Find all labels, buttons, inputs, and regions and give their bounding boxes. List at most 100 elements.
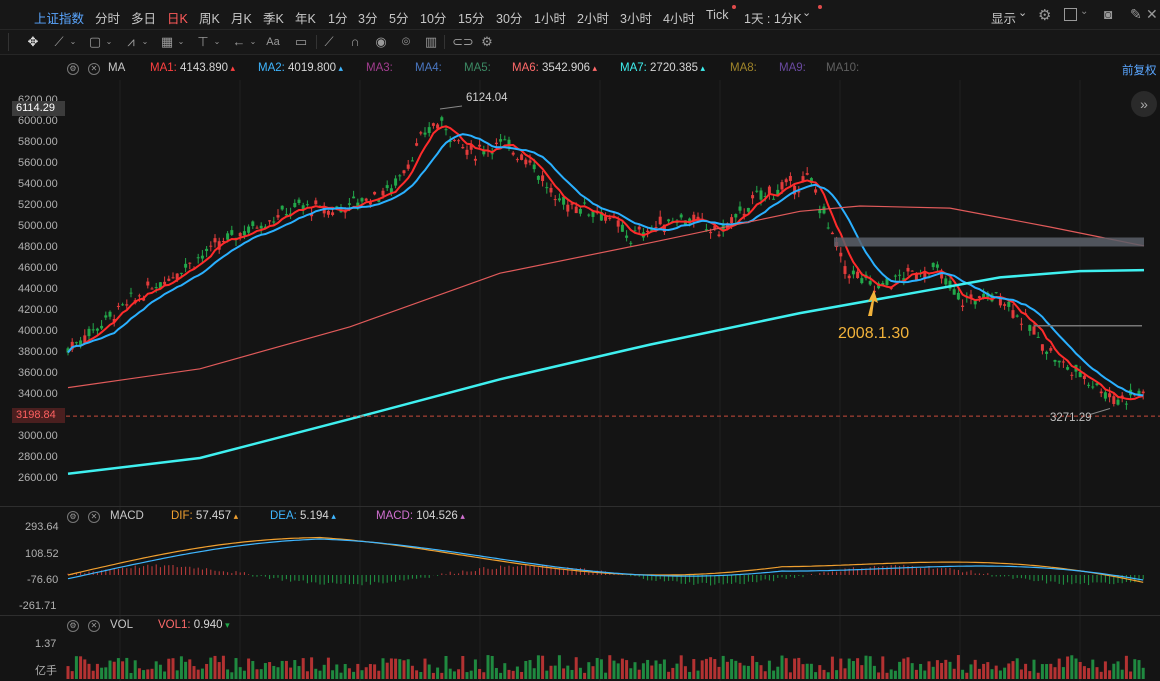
volume-bar: [671, 667, 675, 679]
vol-close-icon[interactable]: ✕: [88, 620, 100, 632]
volume-bar: [679, 655, 683, 679]
volume-bar: [158, 664, 162, 679]
up-candle: [717, 234, 721, 237]
vol-settings-icon[interactable]: ⚙: [67, 620, 79, 632]
draw-settings-icon[interactable]: ⚙: [481, 34, 493, 49]
macd-indicator-label[interactable]: MACD: [110, 510, 144, 522]
close-icon[interactable]: ✕: [1146, 6, 1158, 22]
legend-item-dif: DIF: 57.457 ▴: [171, 510, 238, 522]
ma2-line: [67, 133, 1144, 397]
eye-icon[interactable]: ◉: [375, 34, 387, 49]
pitchfork-chevron-icon[interactable]: ⌄: [213, 37, 221, 46]
legend-settings-icon[interactable]: ⚙: [67, 63, 79, 75]
display-menu[interactable]: 显示: [991, 12, 1017, 26]
wave-chevron-icon[interactable]: ⌄: [141, 37, 149, 46]
price-axis-label: 5000.00: [18, 220, 58, 232]
volume-bar: [452, 671, 456, 679]
tab-10min[interactable]: 10分: [420, 12, 447, 26]
tab-season-k[interactable]: 季K: [263, 12, 284, 26]
up-candle: [112, 318, 116, 323]
macd-close-icon[interactable]: ✕: [88, 511, 100, 523]
grid-tool-icon[interactable]: ▦: [160, 34, 174, 49]
macd-axis-label: -76.60: [27, 574, 59, 586]
tab-2hour[interactable]: 2小时: [577, 12, 609, 26]
line-tool-icon[interactable]: ⟋: [54, 34, 64, 49]
volume-bar: [1049, 663, 1053, 679]
trash-icon[interactable]: ▥: [424, 34, 438, 49]
magnet-icon[interactable]: ∩: [350, 34, 360, 49]
rect-chevron-icon[interactable]: ⌄: [105, 37, 113, 46]
legend-item-name: MA10:: [826, 62, 860, 74]
tab-month-k[interactable]: 月K: [231, 12, 252, 26]
volume-bar: [1061, 667, 1065, 679]
volume-bar: [709, 657, 713, 679]
price-axis-label: 5600.00: [18, 157, 58, 169]
arrow-tool-icon[interactable]: ←: [232, 34, 246, 49]
tab-3hour[interactable]: 3小时: [620, 12, 652, 26]
line-chevron-icon[interactable]: ⌄: [69, 37, 77, 46]
expand-arrows-icon[interactable]: »: [1131, 91, 1157, 117]
volume-bar: [188, 659, 192, 679]
tab-1hour[interactable]: 1小时: [534, 12, 566, 26]
down-candle: [66, 348, 70, 353]
tab-5min[interactable]: 5分: [389, 12, 409, 26]
volume-bar: [608, 655, 612, 679]
down-candle: [620, 224, 624, 232]
volume-bar: [948, 661, 952, 679]
pitchfork-tool-icon[interactable]: ⊤: [197, 34, 209, 49]
price-axis-label: 5800.00: [18, 136, 58, 148]
volume-bar: [444, 655, 448, 679]
volume-bar: [763, 671, 767, 679]
move-cross-icon[interactable]: ✥: [27, 34, 39, 49]
tab-fenshi[interactable]: 分时: [95, 12, 121, 26]
down-candle: [1091, 386, 1095, 388]
legend-close-icon[interactable]: ✕: [88, 63, 100, 75]
chevron-down-icon[interactable]: ⌄: [802, 7, 812, 19]
symbol-label[interactable]: 上证指数: [34, 12, 85, 26]
up-candle: [612, 217, 616, 219]
arrow-chevron-icon[interactable]: ⌄: [249, 37, 257, 46]
wave-tool-icon[interactable]: ⩘: [127, 34, 135, 49]
layout-chevron-icon[interactable]: ⌄: [1080, 6, 1089, 17]
volume-bar: [755, 661, 759, 679]
volume-bar: [116, 658, 120, 679]
tab-week-k[interactable]: 周K: [199, 12, 220, 26]
tab-30min[interactable]: 30分: [496, 12, 523, 26]
ma-indicator-label[interactable]: MA: [108, 62, 126, 74]
rect-tool-icon[interactable]: ▢: [88, 34, 102, 49]
grid-chevron-icon[interactable]: ⌄: [177, 37, 185, 46]
tab-3min[interactable]: 3分: [358, 12, 378, 26]
display-chevron-icon[interactable]: ⌄: [1018, 7, 1028, 19]
tab-tick[interactable]: Tick: [706, 8, 729, 22]
tab-1min[interactable]: 1分: [328, 12, 348, 26]
tab-15min[interactable]: 15分: [458, 12, 485, 26]
macd-settings-icon[interactable]: ⚙: [67, 511, 79, 523]
volume-bar: [230, 672, 234, 679]
tab-day-k[interactable]: 日K: [167, 12, 188, 26]
up-candle: [146, 281, 150, 286]
camera-icon[interactable]: ◙: [1104, 6, 1113, 22]
layout-square-icon[interactable]: [1064, 8, 1077, 21]
edit-pen-icon[interactable]: ✎: [1130, 6, 1142, 22]
up-candle: [604, 216, 608, 221]
comment-tool-icon[interactable]: ▭: [294, 34, 308, 49]
restore-right-button[interactable]: 前复权: [1122, 65, 1157, 77]
tab-4hour[interactable]: 4小时: [663, 12, 695, 26]
tab-duori[interactable]: 多日: [131, 12, 157, 26]
tab-year-k[interactable]: 年K: [295, 12, 316, 26]
volume-bar: [583, 672, 587, 679]
text-tool-icon[interactable]: Aa: [266, 36, 280, 48]
volume-bar: [549, 665, 553, 679]
volume-bar: [847, 658, 851, 679]
ruler-tool-icon[interactable]: ⟋: [324, 34, 334, 49]
volume-bar: [851, 661, 855, 679]
down-candle: [226, 233, 230, 240]
toggle-icon[interactable]: ⊂⊃: [452, 34, 474, 49]
visibility-dot-icon[interactable]: ◎: [401, 36, 411, 47]
up-candle: [461, 146, 465, 149]
settings-gear-icon[interactable]: ⚙: [1038, 7, 1052, 24]
down-candle: [499, 139, 503, 142]
multi-period-select[interactable]: 1天 : 1分K: [744, 12, 802, 26]
vol-indicator-label[interactable]: VOL: [110, 619, 134, 631]
